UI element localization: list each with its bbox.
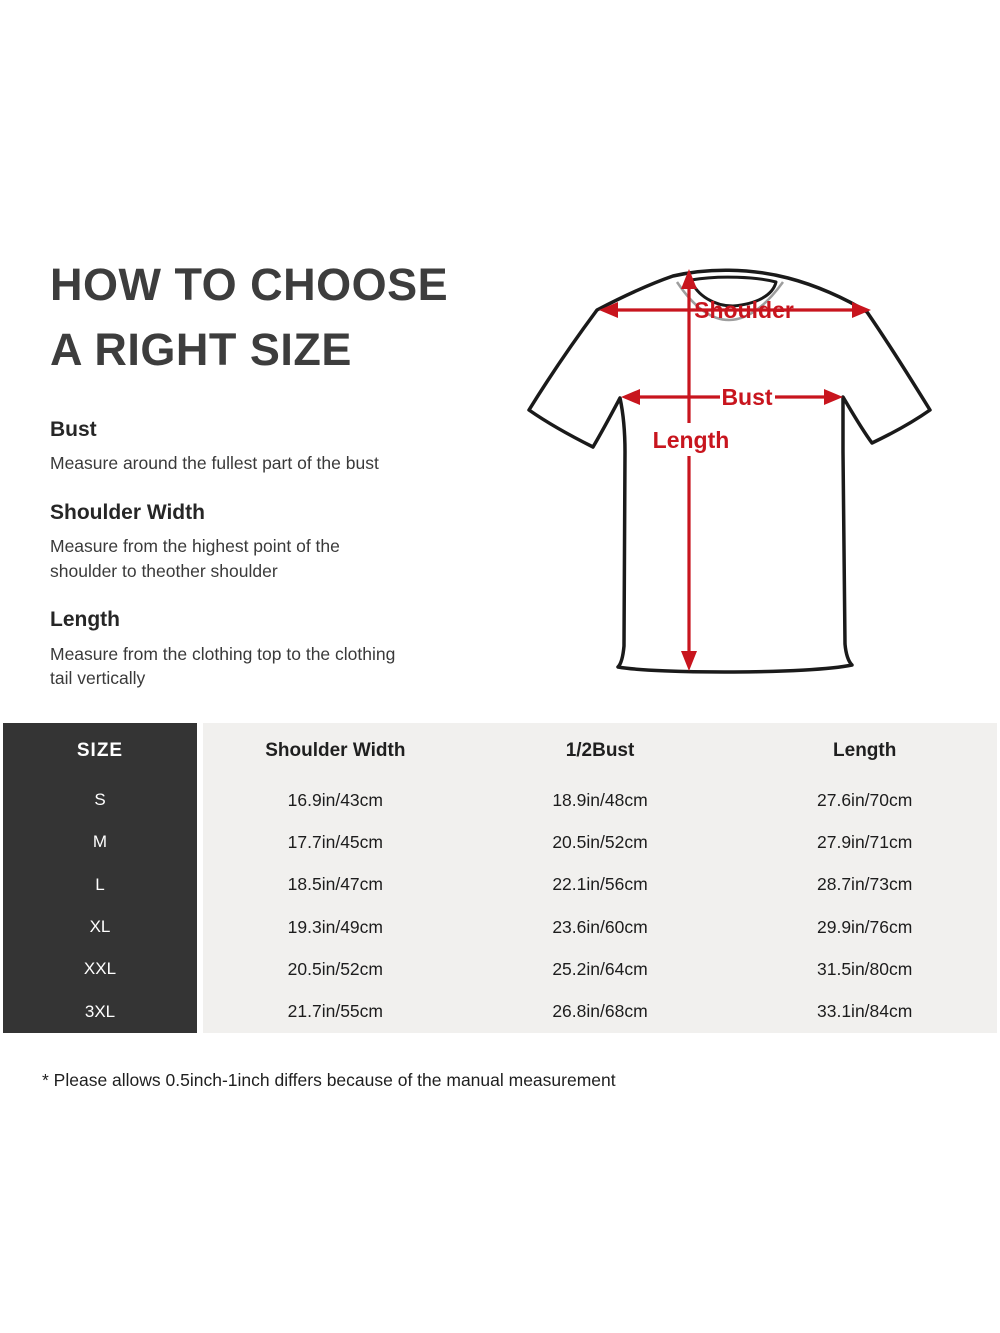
cell-length: 27.9in/71cm	[817, 831, 913, 852]
bust-label: Bust	[721, 384, 772, 410]
instruction-shoulder-body: Measure from the highest point of the sh…	[50, 535, 340, 581]
measurement-disclaimer: * Please allows 0.5inch-1inch differs be…	[42, 1070, 616, 1090]
shoulder-label: Shoulder	[694, 297, 794, 323]
col-header-half-bust: 1/2Bust	[565, 740, 635, 761]
page-title-line1: HOW TO CHOOSE	[50, 259, 449, 310]
page-title: HOW TO CHOOSE A RIGHT SIZE	[50, 252, 490, 383]
table-header-row: Shoulder Width 1/2Bust Length	[203, 723, 997, 779]
size-column: SIZE S M L XL XXL 3XL	[3, 723, 197, 1033]
shoulder-arrowhead-left	[599, 302, 618, 318]
size-label-xl: XL	[89, 917, 111, 937]
cell-length: 27.6in/70cm	[817, 789, 913, 810]
table-row: 20.5in/52cm 25.2in/64cm 31.5in/80cm	[203, 948, 997, 990]
cell-length: 28.7in/73cm	[817, 874, 913, 895]
length-arrowhead-bottom	[681, 651, 697, 671]
bust-arrowhead-left	[621, 389, 640, 405]
size-label-s: S	[94, 790, 106, 810]
tshirt-measurement-diagram: Shoulder Bust Length	[527, 268, 932, 674]
bust-arrowhead-right	[824, 389, 843, 405]
instruction-bust: Bust Measure around the fullest part of …	[50, 417, 490, 476]
cell-bust: 25.2in/64cm	[552, 958, 648, 979]
cell-shoulder: 17.7in/45cm	[287, 831, 383, 852]
cell-bust: 23.6in/60cm	[552, 916, 648, 937]
page-title-line2: A RIGHT SIZE	[50, 324, 352, 376]
table-row: 17.7in/45cm 20.5in/52cm 27.9in/71cm	[203, 821, 997, 863]
cell-bust: 20.5in/52cm	[552, 831, 648, 852]
measure-instructions: Bust Measure around the fullest part of …	[50, 417, 490, 692]
length-arrowhead-top	[681, 269, 697, 289]
cell-bust: 26.8in/68cm	[552, 1001, 648, 1022]
table-row: 18.5in/47cm 22.1in/56cm 28.7in/73cm	[203, 864, 997, 906]
table-row: 21.7in/55cm 26.8in/68cm 33.1in/84cm	[203, 991, 997, 1033]
cell-shoulder: 19.3in/49cm	[287, 916, 383, 937]
size-column-header: SIZE	[76, 740, 124, 761]
length-label: Length	[653, 427, 730, 453]
cell-shoulder: 16.9in/43cm	[287, 789, 383, 810]
cell-length: 31.5in/80cm	[817, 958, 913, 979]
instruction-length-body: Measure from the clothing top to the clo…	[50, 643, 396, 689]
col-header-shoulder-width: Shoulder Width	[265, 740, 406, 761]
cell-shoulder: 21.7in/55cm	[287, 1001, 383, 1022]
size-label-m: M	[92, 832, 108, 852]
measurements-panel: Shoulder Width 1/2Bust Length 16.9in/43c…	[203, 723, 997, 1033]
instructions-column: HOW TO CHOOSE A RIGHT SIZE Bust Measure …	[50, 252, 490, 715]
collar-opening	[689, 275, 778, 308]
cell-bust: 22.1in/56cm	[552, 874, 648, 895]
col-header-length: Length	[833, 740, 897, 761]
size-label-l: L	[95, 874, 105, 894]
cell-shoulder: 18.5in/47cm	[287, 874, 383, 895]
size-chart-table: SIZE S M L XL XXL 3XL Shoulder Width 1/2…	[3, 723, 997, 1033]
tshirt-outline	[527, 268, 932, 674]
cell-length: 33.1in/84cm	[817, 1001, 913, 1022]
instruction-shoulder-heading: Shoulder Width	[50, 500, 205, 524]
table-row: 19.3in/49cm 23.6in/60cm 29.9in/76cm	[203, 906, 997, 948]
cell-bust: 18.9in/48cm	[552, 789, 648, 810]
instruction-bust-body: Measure around the fullest part of the b…	[50, 452, 379, 473]
instruction-shoulder-width: Shoulder Width Measure from the highest …	[50, 500, 490, 584]
arrowheads	[599, 269, 871, 671]
size-label-3xl: 3XL	[84, 1001, 116, 1021]
cell-shoulder: 20.5in/52cm	[287, 958, 383, 979]
table-row: 16.9in/43cm 18.9in/48cm 27.6in/70cm	[203, 779, 997, 821]
instruction-length: Length Measure from the clothing top to …	[50, 607, 490, 691]
cell-length: 29.9in/76cm	[817, 916, 913, 937]
size-label-xxl: XXL	[83, 959, 117, 979]
instruction-bust-heading: Bust	[50, 417, 97, 441]
shoulder-arrowhead-right	[852, 302, 871, 318]
instruction-length-heading: Length	[50, 608, 120, 632]
